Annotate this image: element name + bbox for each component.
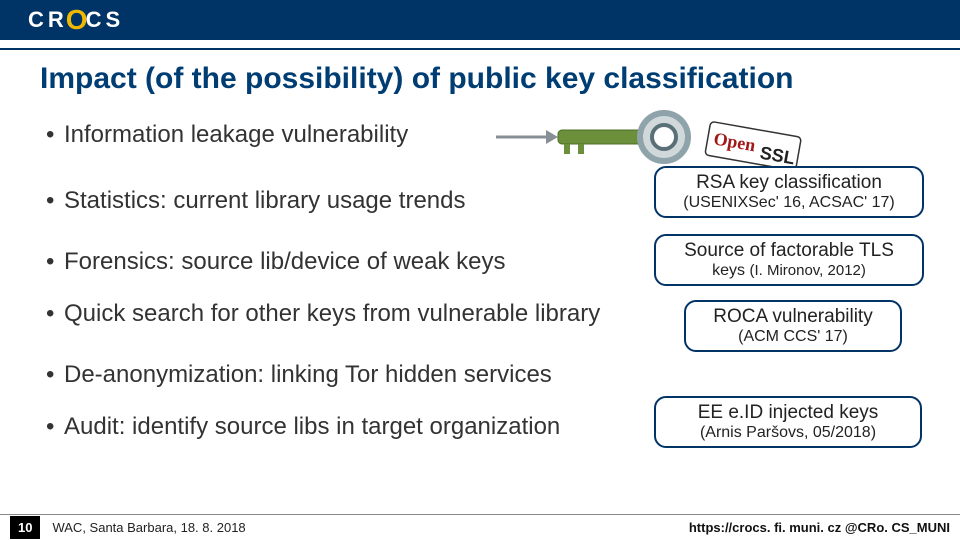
key-openssl-graphic: Open SSL <box>496 106 806 168</box>
bullet-item: De-anonymization: linking Tor hidden ser… <box>40 356 920 394</box>
callout-title: Source of factorable TLS <box>666 240 912 262</box>
callout-sub: (ACM CCS' 17) <box>696 328 890 346</box>
logo-right: CS <box>86 7 125 33</box>
callout-sub: (USENIXSec' 16, ACSAC' 17) <box>666 194 912 212</box>
callout-title: RSA key classification <box>666 172 912 194</box>
logo-o: O <box>66 4 88 36</box>
callout-factorable: Source of factorable TLS keys (I. Mirono… <box>654 234 924 286</box>
callout-roca: ROCA vulnerability (ACM CCS' 17) <box>684 300 902 352</box>
page-number: 10 <box>10 516 40 539</box>
callout-eeid: EE e.ID injected keys (Arnis Paršovs, 05… <box>654 396 922 448</box>
callout-title: EE e.ID injected keys <box>666 402 910 424</box>
crocs-logo: CR O CS <box>28 4 124 36</box>
callout-title: ROCA vulnerability <box>696 306 890 328</box>
callout-sub: keys (I. Mironov, 2012) <box>666 262 912 280</box>
footer: 10 WAC, Santa Barbara, 18. 8. 2018 https… <box>0 514 960 540</box>
callout-sub: (Arnis Paršovs, 05/2018) <box>666 424 910 442</box>
slide-title: Impact (of the possibility) of public ke… <box>40 62 920 96</box>
top-bar: CR O CS <box>0 0 960 40</box>
callout-sub-b: (I. Mironov, 2012) <box>749 262 865 279</box>
logo-left: CR <box>28 7 68 33</box>
footer-venue: WAC, Santa Barbara, 18. 8. 2018 <box>52 520 245 535</box>
callout-sub-a: keys <box>712 262 745 279</box>
footer-right: https://crocs. fi. muni. cz @CRo. CS_MUN… <box>689 520 950 535</box>
callout-rsa: RSA key classification (USENIXSec' 16, A… <box>654 166 924 218</box>
